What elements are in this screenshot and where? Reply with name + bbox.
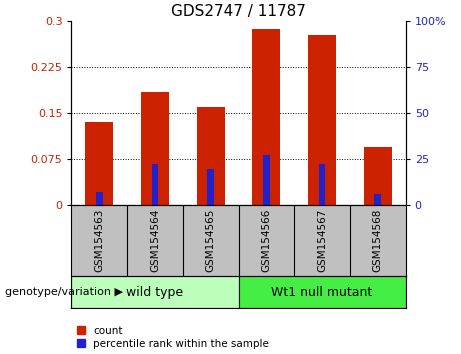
Bar — [263, 155, 270, 205]
Bar — [308, 35, 336, 205]
Bar — [239, 276, 406, 308]
Text: wild type: wild type — [126, 286, 183, 298]
Text: Wt1 null mutant: Wt1 null mutant — [272, 286, 373, 298]
Text: GSM154564: GSM154564 — [150, 209, 160, 272]
Text: GSM154563: GSM154563 — [95, 209, 104, 272]
Bar — [364, 147, 392, 205]
Bar — [207, 169, 214, 205]
Text: GSM154568: GSM154568 — [373, 209, 383, 272]
Bar — [319, 164, 325, 205]
Title: GDS2747 / 11787: GDS2747 / 11787 — [171, 4, 306, 19]
Bar — [152, 164, 159, 205]
Bar — [374, 194, 381, 205]
Bar — [85, 122, 113, 205]
Text: GSM154566: GSM154566 — [261, 209, 272, 272]
Text: genotype/variation ▶: genotype/variation ▶ — [5, 287, 123, 297]
Bar — [141, 92, 169, 205]
Bar — [197, 107, 225, 205]
Legend: count, percentile rank within the sample: count, percentile rank within the sample — [77, 326, 269, 349]
Text: GSM154567: GSM154567 — [317, 209, 327, 272]
Bar — [71, 276, 239, 308]
Bar — [253, 29, 280, 205]
Bar — [96, 192, 103, 205]
Text: GSM154565: GSM154565 — [206, 209, 216, 272]
